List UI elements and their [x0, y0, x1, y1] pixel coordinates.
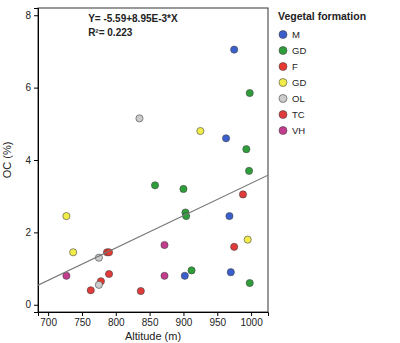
y-tick-label: 4: [25, 155, 31, 166]
y-axis: 0 2 4 6 8: [25, 9, 38, 313]
x-tick-mark: [251, 312, 252, 316]
plot-frame: [38, 8, 268, 312]
x-tick-mark: [183, 312, 184, 316]
chart: 700 750 800 850 900 950 1000 0 2 4 6 8 Altitude (m) O…: [0, 0, 400, 343]
point: [151, 182, 158, 189]
point: [227, 269, 234, 276]
annotation: R²= 0.223: [88, 27, 133, 38]
point: [70, 249, 77, 256]
y-tick-label: 0: [25, 299, 31, 310]
point: [95, 281, 102, 288]
point: [181, 272, 188, 279]
x-tick-label: 700: [40, 317, 57, 328]
series: [63, 127, 251, 255]
point: [239, 191, 246, 198]
x-tick-mark: [150, 312, 151, 316]
legend-label: GD: [292, 45, 306, 56]
series: [181, 46, 238, 279]
x-tick: 850: [142, 312, 159, 328]
y-tick-label: 6: [25, 82, 31, 93]
x-tick-label: 900: [176, 317, 193, 328]
point: [197, 127, 204, 134]
point: [180, 185, 187, 192]
point: [188, 267, 195, 274]
y-tick-mark: [34, 232, 38, 233]
y-tick: 0: [25, 299, 38, 310]
series: [95, 115, 143, 289]
y-tick: 2: [25, 227, 38, 238]
marks: [38, 46, 268, 295]
point: [161, 272, 168, 279]
point: [246, 89, 253, 96]
point: [222, 135, 229, 142]
legend-swatch: [279, 127, 287, 135]
point: [87, 287, 94, 294]
legend-label: OL: [292, 93, 305, 104]
point: [244, 236, 251, 243]
point: [231, 46, 238, 53]
x-axis-title: Altitude (m): [125, 330, 181, 342]
y-tick-mark: [34, 305, 38, 306]
x-axis-line: [39, 313, 269, 317]
x-tick: 950: [209, 312, 226, 328]
legend-swatch: [279, 79, 287, 87]
y-axis-line: [34, 9, 39, 313]
point: [136, 115, 143, 122]
legend-label: GD: [292, 77, 306, 88]
x-tick-label: 750: [74, 317, 91, 328]
x-tick-label: 850: [142, 317, 159, 328]
legend-label: VH: [292, 125, 305, 136]
legend: Vegetal formation M GD F GD OL TC VH: [278, 10, 366, 136]
y-tick-mark: [34, 88, 38, 89]
x-tick: 1000: [240, 312, 263, 328]
point: [231, 243, 238, 250]
x-tick-mark: [217, 312, 218, 316]
legend-label: M: [292, 29, 300, 40]
x-tick: 800: [108, 312, 125, 328]
point: [243, 146, 250, 153]
x-tick-label: 1000: [240, 317, 263, 328]
legend-label: F: [292, 61, 298, 72]
y-tick: 4: [25, 155, 38, 166]
x-tick: 900: [176, 312, 193, 328]
point: [245, 167, 252, 174]
y-tick: 6: [25, 82, 38, 93]
x-tick-label: 950: [209, 317, 226, 328]
point: [246, 279, 253, 286]
series: [63, 241, 168, 279]
legend-swatch: [279, 31, 287, 39]
legend-swatch: [279, 111, 287, 119]
y-tick-label: 2: [25, 227, 31, 238]
fit-line: [38, 175, 268, 285]
point: [137, 287, 144, 294]
series: [87, 191, 246, 295]
legend-swatch: [279, 63, 287, 71]
legend-title: Vegetal formation: [278, 10, 366, 22]
y-tick-label: 8: [25, 10, 31, 21]
y-tick-mark: [34, 160, 38, 161]
x-tick: 750: [74, 312, 91, 328]
x-tick-mark: [116, 312, 117, 316]
annotation: Y= -5.59+8.95E-3*X: [88, 13, 178, 24]
point: [63, 212, 70, 219]
x-axis: 700 750 800 850 900 950 1000: [39, 312, 269, 328]
series: [151, 89, 253, 286]
y-tick: 8: [25, 10, 38, 21]
x-tick: 700: [40, 312, 57, 328]
x-tick-mark: [48, 312, 49, 316]
y-axis-title: OC (%): [1, 142, 13, 179]
x-tick-label: 800: [108, 317, 125, 328]
point: [226, 212, 233, 219]
y-tick-mark: [34, 15, 38, 16]
legend-swatch: [279, 47, 287, 55]
x-tick-mark: [82, 312, 83, 316]
legend-swatch: [279, 95, 287, 103]
point: [105, 270, 112, 277]
point: [161, 241, 168, 248]
legend-label: TC: [292, 109, 305, 120]
